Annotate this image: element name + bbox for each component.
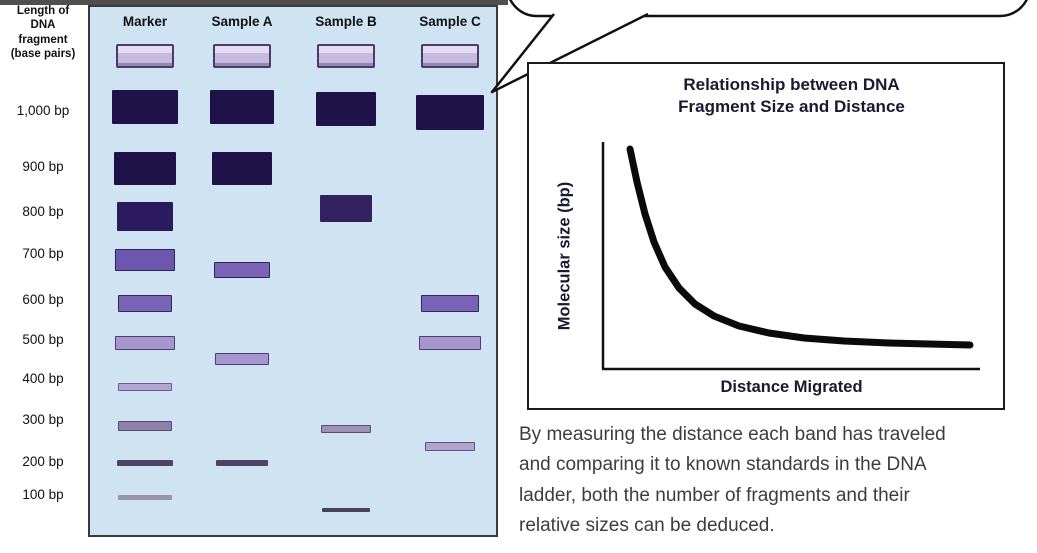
band-sample-a-670-bp xyxy=(214,262,270,278)
band-marker-300-bp xyxy=(118,421,172,431)
band-marker-900-bp xyxy=(114,152,176,185)
bubble-body xyxy=(509,0,1028,18)
size-label-700-bp: 700 bp xyxy=(22,246,64,261)
well-sample-a xyxy=(213,44,271,68)
lane-header-sample-a: Sample A xyxy=(211,14,273,29)
band-marker-100-bp xyxy=(118,495,172,500)
band-sample-a-200-bp xyxy=(216,460,268,466)
gel-box: Marker Sample A Sample B Sample C xyxy=(88,5,498,537)
caption-line-1: By measuring the distance each band has … xyxy=(519,424,946,445)
band-sample-a-1-000-bp xyxy=(210,90,274,124)
band-sample-c-250-bp xyxy=(425,442,475,451)
gel-size-axis: Length of DNA fragment (base pairs) 1,000 b… xyxy=(0,0,86,553)
gel-axis-title: Length of DNA fragment (base pairs) xyxy=(10,5,76,61)
band-sample-b-810-bp xyxy=(320,195,372,222)
well-sample-b xyxy=(317,44,375,68)
caption-line-3: ladder, both the number of fragments and… xyxy=(519,484,910,506)
size-label-500-bp: 500 bp xyxy=(22,332,64,347)
size-label-800-bp: 800 bp xyxy=(22,204,64,219)
lane-header-sample-b: Sample B xyxy=(315,14,377,29)
band-marker-500-bp xyxy=(115,336,175,350)
size-label-400-bp: 400 bp xyxy=(22,371,64,386)
relationship-curve xyxy=(626,145,974,349)
band-marker-700-bp xyxy=(115,249,175,271)
caption: By measuring the distance each band has … xyxy=(519,420,1035,542)
size-label-300-bp: 300 bp xyxy=(22,412,64,427)
y-axis-label: Molecular size (bp) xyxy=(555,181,574,331)
x-axis-label: Distance Migrated xyxy=(720,378,863,396)
chart-title-line-1: Relationship between DNA xyxy=(683,75,900,94)
relationship-chart: Relationship between DNA Fragment Size a… xyxy=(527,62,1005,410)
band-sample-a-460-bp xyxy=(215,353,269,365)
band-sample-c-600-bp xyxy=(421,295,479,312)
caption-line-4: relative sizes can be deduced. xyxy=(519,515,775,537)
chart-title-line-2: Fragment Size and Distance xyxy=(678,97,905,117)
well-marker xyxy=(116,44,174,68)
band-sample-b-90-bp xyxy=(322,508,370,512)
chart-title: Relationship between DNA Fragment Size a… xyxy=(603,74,980,119)
band-marker-800-bp xyxy=(117,202,173,231)
band-sample-b-1-000-bp xyxy=(316,92,376,126)
band-sample-c-1-000-bp xyxy=(416,95,484,130)
lane-header-marker: Marker xyxy=(122,14,168,29)
size-label-1-000-bp: 1,000 bp xyxy=(16,103,70,118)
size-label-900-bp: 900 bp xyxy=(22,159,64,174)
top-dark-strip xyxy=(0,0,508,5)
caption-line-2: and comparing it to known standards in t… xyxy=(519,454,927,476)
size-label-600-bp: 600 bp xyxy=(22,292,64,307)
well-sample-c xyxy=(421,44,479,68)
size-label-200-bp: 200 bp xyxy=(22,454,64,469)
lane-header-sample-c: Sample C xyxy=(419,14,481,29)
band-sample-b-290-bp xyxy=(321,425,371,433)
band-marker-1-000-bp xyxy=(112,90,178,124)
band-marker-600-bp xyxy=(118,295,172,312)
size-label-100-bp: 100 bp xyxy=(22,487,64,502)
chart-plot xyxy=(601,142,980,371)
band-marker-400-bp xyxy=(118,383,172,391)
band-sample-c-500-bp xyxy=(419,336,481,350)
band-sample-a-900-bp xyxy=(212,152,272,185)
band-marker-200-bp xyxy=(117,460,173,466)
